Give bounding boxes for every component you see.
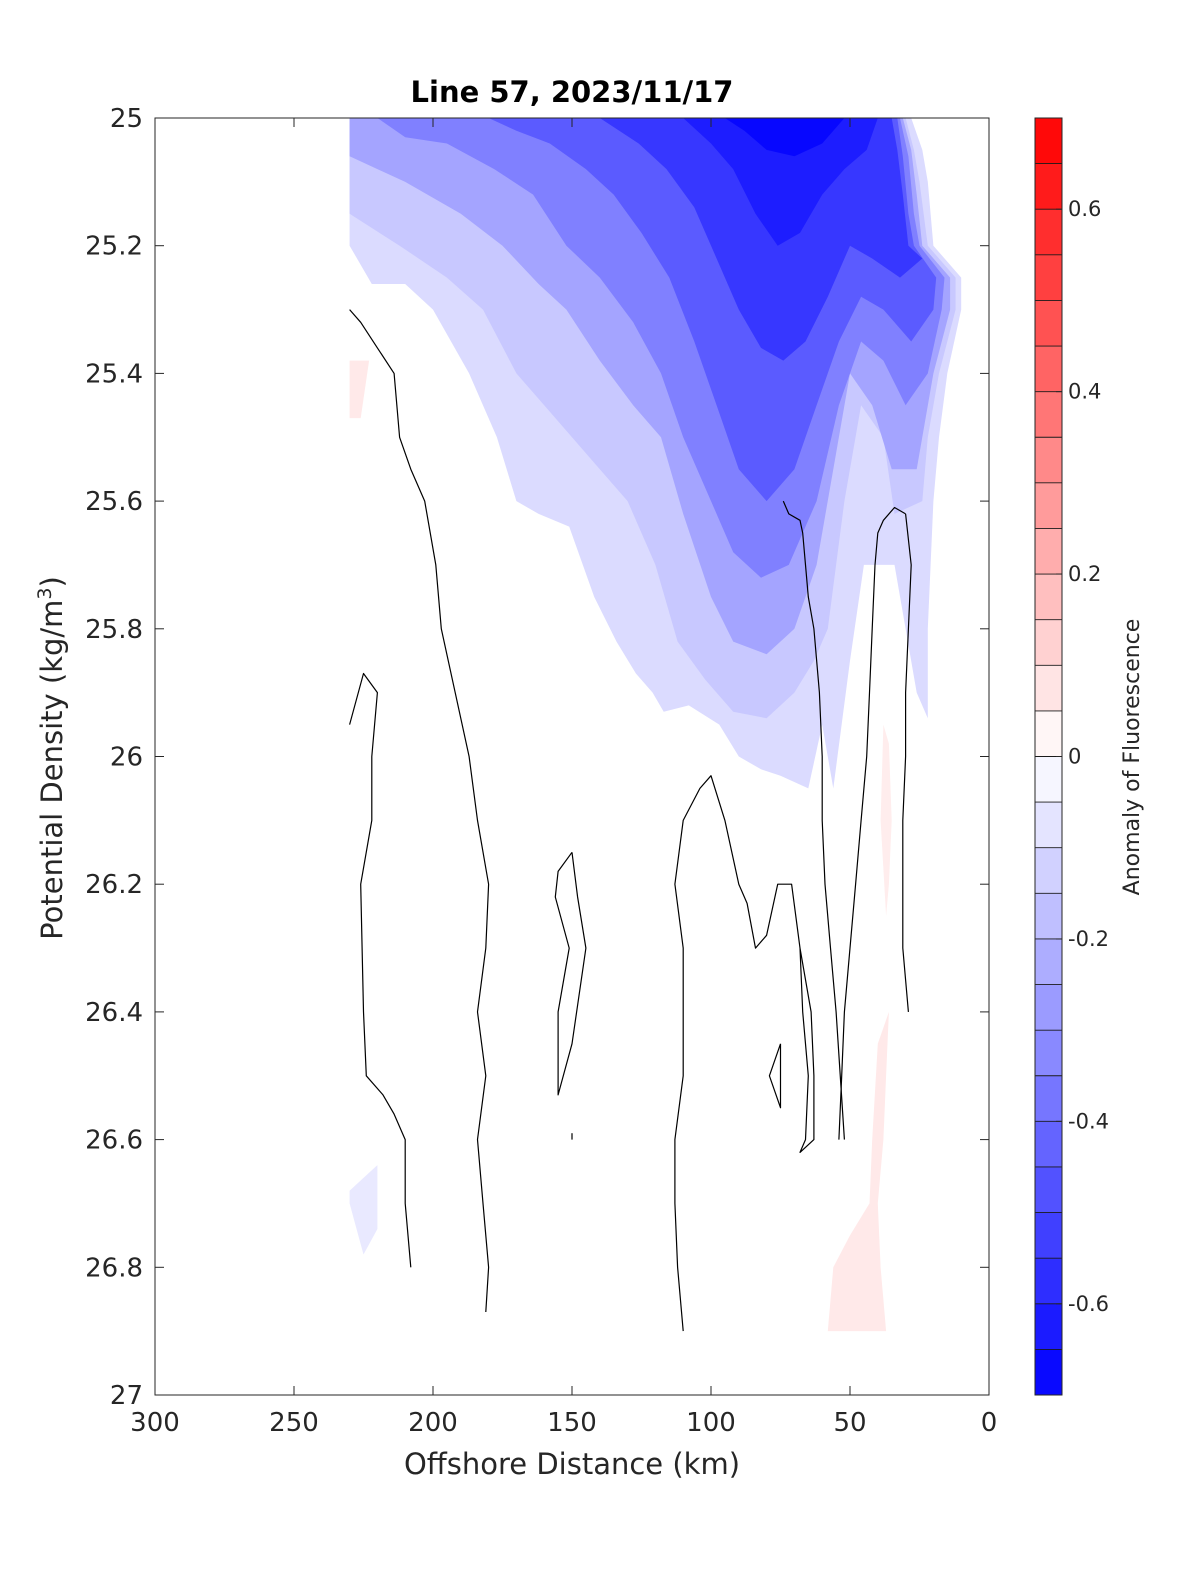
colorbar-segment — [1035, 1121, 1062, 1168]
zero-contour-0 — [349, 309, 490, 1313]
x-axis-label: Offshore Distance (km) — [404, 1447, 740, 1481]
y-tick-label: 26.2 — [85, 870, 143, 900]
zero-contour-8 — [902, 513, 912, 1012]
colorbar-tick-label: -0.4 — [1068, 1109, 1109, 1133]
plot-area: 300 250 200 150 100 50 0 25 25.2 25.4 25.6 25.8 26 26… — [85, 104, 997, 1438]
y-tick-label: 27 — [110, 1381, 143, 1411]
contour-fill-9 — [827, 1011, 889, 1332]
axes: 300 250 200 150 100 50 0 25 25.2 25.4 25.6 25.8 26 26… — [85, 104, 997, 1438]
colorbar-tick-label: 0.6 — [1068, 197, 1101, 221]
x-tick-label: 250 — [269, 1408, 319, 1438]
colorbar-segment — [1035, 847, 1062, 894]
y-tick-label: 26.8 — [85, 1253, 143, 1283]
y-axis-label-close: ) — [35, 576, 69, 587]
chart-title: Line 57, 2023/11/17 — [411, 75, 734, 109]
zero-contour-1 — [349, 672, 412, 1268]
colorbar: -0.6 -0.4 -0.2 0 0.2 0.4 0.6 — [1034, 117, 1109, 1396]
colorbar-segment — [1035, 1349, 1062, 1396]
x-tick-label: 200 — [408, 1408, 458, 1438]
zero-contour-lines — [349, 309, 912, 1332]
colorbar-segment — [1035, 254, 1062, 301]
y-tick-label: 25.6 — [85, 487, 143, 517]
x-tick-label: 50 — [833, 1408, 866, 1438]
colorbar-segment — [1035, 1030, 1062, 1077]
contour-fill-10 — [880, 724, 892, 917]
colorbar-segment — [1035, 346, 1062, 393]
colorbar-segment — [1035, 209, 1062, 256]
colorbar-segment — [1035, 574, 1062, 621]
contour-fill-6 — [683, 118, 878, 246]
colorbar-tick-label: 0.4 — [1068, 380, 1101, 404]
colorbar-segment — [1035, 437, 1062, 484]
colorbar-label: Anomaly of Fluorescence — [1120, 619, 1145, 896]
y-tick-label: 25.4 — [85, 359, 143, 389]
x-tick-label: 150 — [547, 1408, 597, 1438]
contour-fill-7 — [724, 118, 845, 157]
colorbar-segment — [1035, 1166, 1062, 1214]
y-tick-label: 25.8 — [85, 615, 143, 645]
contour-fill-5 — [599, 118, 923, 361]
x-tick-label: 0 — [981, 1408, 998, 1438]
colorbar-tick-label: 0 — [1068, 745, 1081, 769]
colorbar-segment — [1035, 1075, 1062, 1122]
colorbar-segment — [1035, 482, 1062, 529]
y-tick-label: 26 — [110, 743, 143, 773]
x-tick-label: 100 — [686, 1408, 736, 1438]
contour-fill-8 — [349, 360, 370, 419]
colorbar-segment — [1035, 163, 1062, 210]
colorbar-segment — [1035, 300, 1062, 347]
colorbar-segment — [1035, 1303, 1062, 1350]
y-axis-label-main: Potential Density (kg/m — [35, 600, 69, 940]
colorbar-segment — [1035, 1212, 1062, 1259]
zero-contour-4 — [674, 775, 815, 1332]
y-tick-label: 26.4 — [85, 998, 143, 1028]
colorbar-segment — [1035, 665, 1062, 712]
x-tick-label: 300 — [130, 1408, 180, 1438]
zero-contour-5 — [768, 1043, 782, 1109]
colorbar-segment — [1035, 984, 1062, 1031]
colorbar-segment — [1035, 938, 1062, 986]
zero-contour-7 — [838, 506, 906, 1140]
colorbar-segment — [1035, 710, 1062, 757]
colorbar-tick-label: -0.6 — [1068, 1292, 1109, 1316]
colorbar-segment — [1035, 528, 1062, 575]
y-axis-label: Potential Density (kg/m3) — [34, 576, 69, 940]
zero-contour-2 — [554, 851, 587, 1096]
colorbar-segment — [1035, 118, 1062, 165]
colorbar-segment — [1035, 391, 1062, 438]
contour-fills — [349, 118, 962, 1332]
y-tick-label: 26.6 — [85, 1126, 143, 1156]
y-axis-label-superscript: 3 — [34, 587, 56, 599]
zero-contour-6 — [782, 500, 845, 1140]
contour-fill-11 — [349, 1165, 378, 1255]
colorbar-segment — [1035, 893, 1062, 940]
colorbar-segment — [1035, 1258, 1062, 1305]
y-tick-label: 25.2 — [85, 232, 143, 262]
colorbar-segment — [1035, 619, 1062, 666]
colorbar-segment — [1035, 802, 1062, 849]
colorbar-tick-label: -0.2 — [1068, 927, 1109, 951]
y-tick-label: 25 — [110, 104, 143, 134]
colorbar-tick-label: 0.2 — [1068, 562, 1101, 586]
colorbar-segment — [1035, 756, 1062, 803]
